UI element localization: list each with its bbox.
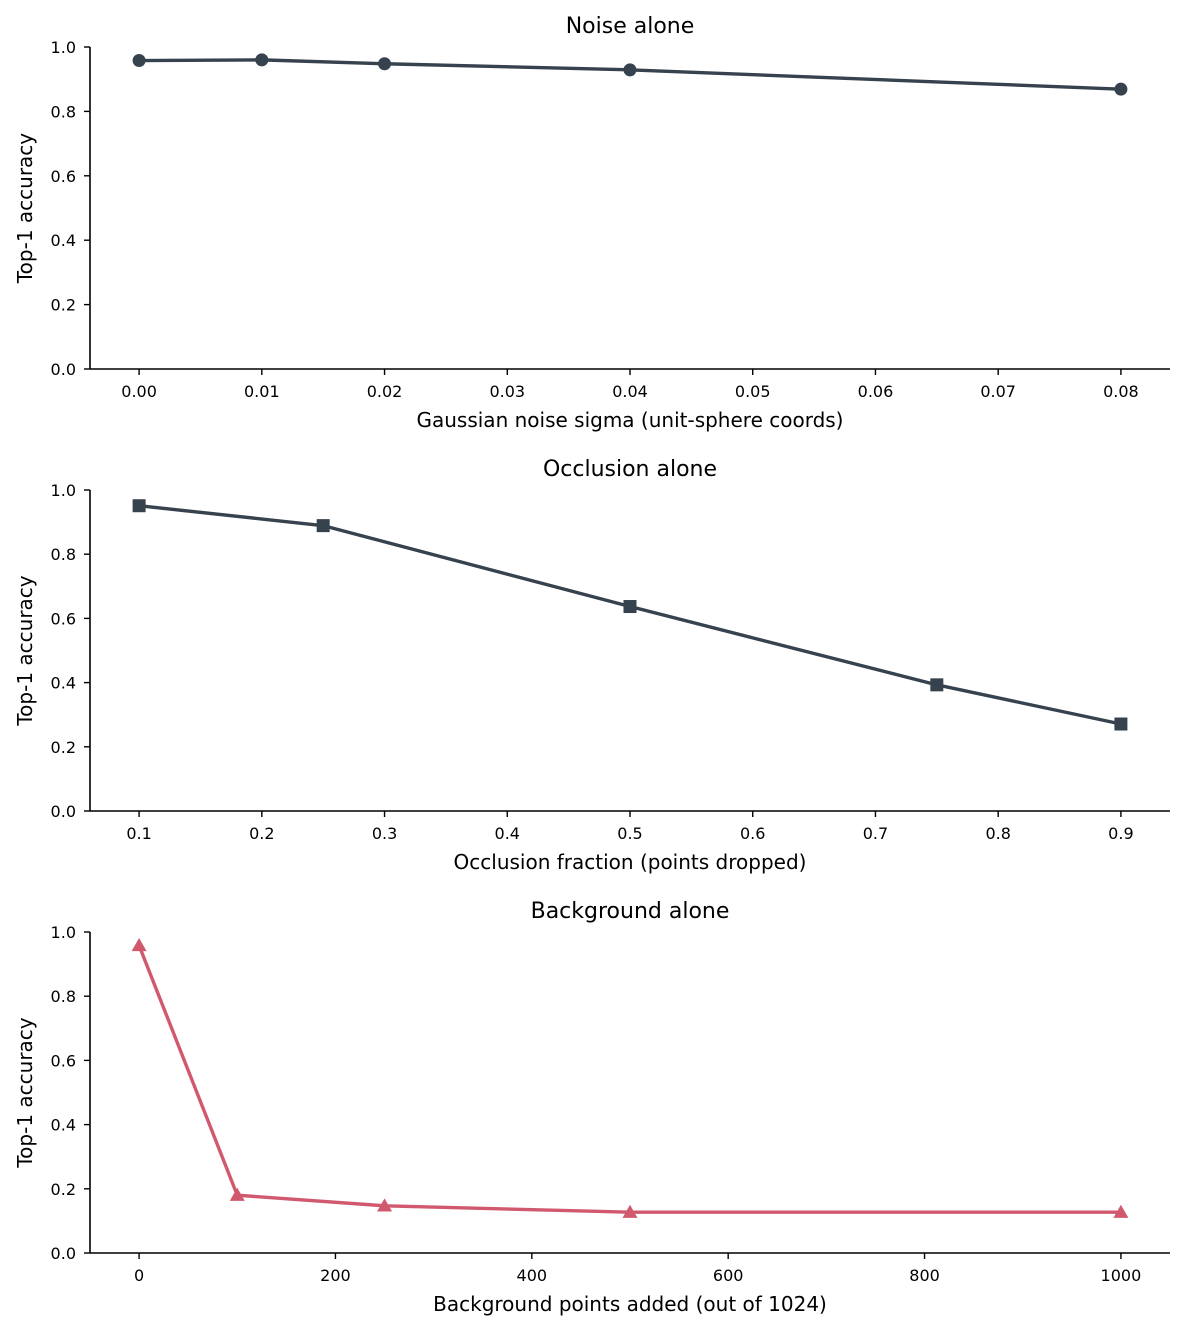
y-tick-label: 0.0 [51,360,76,379]
x-tick-label: 0.05 [735,382,771,401]
x-tick-label: 0.5 [617,824,642,843]
data-point [623,63,637,77]
data-point [316,519,330,533]
x-tick-label: 0.00 [121,382,157,401]
x-axis-label: Occlusion fraction (points dropped) [454,850,807,874]
y-tick-label: 0.2 [51,296,76,315]
y-axis-label: Top-1 accuracy [13,575,37,726]
data-point [623,600,637,614]
y-tick-label: 0.6 [51,1051,76,1070]
x-tick-label: 400 [517,1266,548,1285]
data-point [132,54,146,68]
data-point [1114,717,1128,731]
x-tick-label: 0.02 [367,382,403,401]
y-tick-label: 0.2 [51,1180,76,1199]
chart-panel-1: 0.00 0.01 0.02 0.03 0.04 0.05 0.06 0.07 0.08 0.0 0… [13,14,1170,432]
data-point [132,499,146,513]
x-tick-label: 0.3 [372,824,397,843]
x-tick-label: 0.07 [980,382,1016,401]
y-tick-label: 0.6 [51,609,76,628]
x-tick-label: 800 [909,1266,940,1285]
y-tick-label: 0.0 [51,802,76,821]
data-point [930,678,944,692]
chart-panel-2: 0.1 0.2 0.3 0.4 0.5 0.6 0.7 0.8 0.9 0.0 0.2 0.4 0.6 0… [13,457,1170,874]
x-tick-label: 0.7 [863,824,888,843]
x-tick-label: 0.4 [495,824,520,843]
y-tick-label: 0.4 [51,674,76,693]
y-tick-label: 0.4 [51,231,76,250]
x-tick-label: 0.03 [489,382,525,401]
data-point [131,937,147,952]
y-tick-label: 1.0 [51,481,76,500]
x-axis-label: Background points added (out of 1024) [433,1292,827,1316]
data-point [255,53,269,67]
x-tick-label: 0.2 [249,824,274,843]
x-tick-label: 1000 [1101,1266,1142,1285]
y-axis-label: Top-1 accuracy [13,133,37,284]
y-tick-label: 0.2 [51,738,76,757]
x-tick-label: 0 [134,1266,144,1285]
x-tick-label: 600 [713,1266,744,1285]
chart-panel-3: 0 200 400 600 800 1000 0.0 0.2 0.4 0.6 0.8 1.0 Backg… [13,899,1170,1316]
y-tick-label: 0.8 [51,102,76,121]
chart-title: Noise alone [566,14,695,39]
x-tick-label: 0.01 [244,382,280,401]
x-tick-label: 0.6 [740,824,765,843]
y-tick-label: 0.0 [51,1244,76,1263]
x-tick-label: 0.06 [858,382,894,401]
chart-title: Occlusion alone [543,457,717,482]
y-tick-label: 1.0 [51,38,76,57]
x-axis-label: Gaussian noise sigma (unit-sphere coords… [416,408,843,432]
y-tick-label: 0.8 [51,987,76,1006]
y-tick-label: 0.8 [51,545,76,564]
data-point [1113,1204,1129,1218]
series-line [137,943,1123,1214]
data-point [622,1204,638,1218]
data-point [378,57,392,71]
x-tick-label: 0.08 [1103,382,1139,401]
x-tick-label: 200 [320,1266,351,1285]
data-point [377,1198,393,1212]
series-line [137,504,1123,726]
y-axis-label: Top-1 accuracy [13,1017,37,1168]
chart-title: Background alone [531,899,730,924]
data-point [1114,82,1128,96]
y-tick-label: 0.6 [51,167,76,186]
x-tick-label: 0.04 [612,382,648,401]
x-tick-label: 0.1 [126,824,151,843]
x-tick-label: 0.8 [985,824,1010,843]
y-tick-label: 1.0 [51,923,76,942]
y-tick-label: 0.4 [51,1116,76,1135]
data-point [229,1187,245,1201]
x-tick-label: 0.9 [1108,824,1133,843]
